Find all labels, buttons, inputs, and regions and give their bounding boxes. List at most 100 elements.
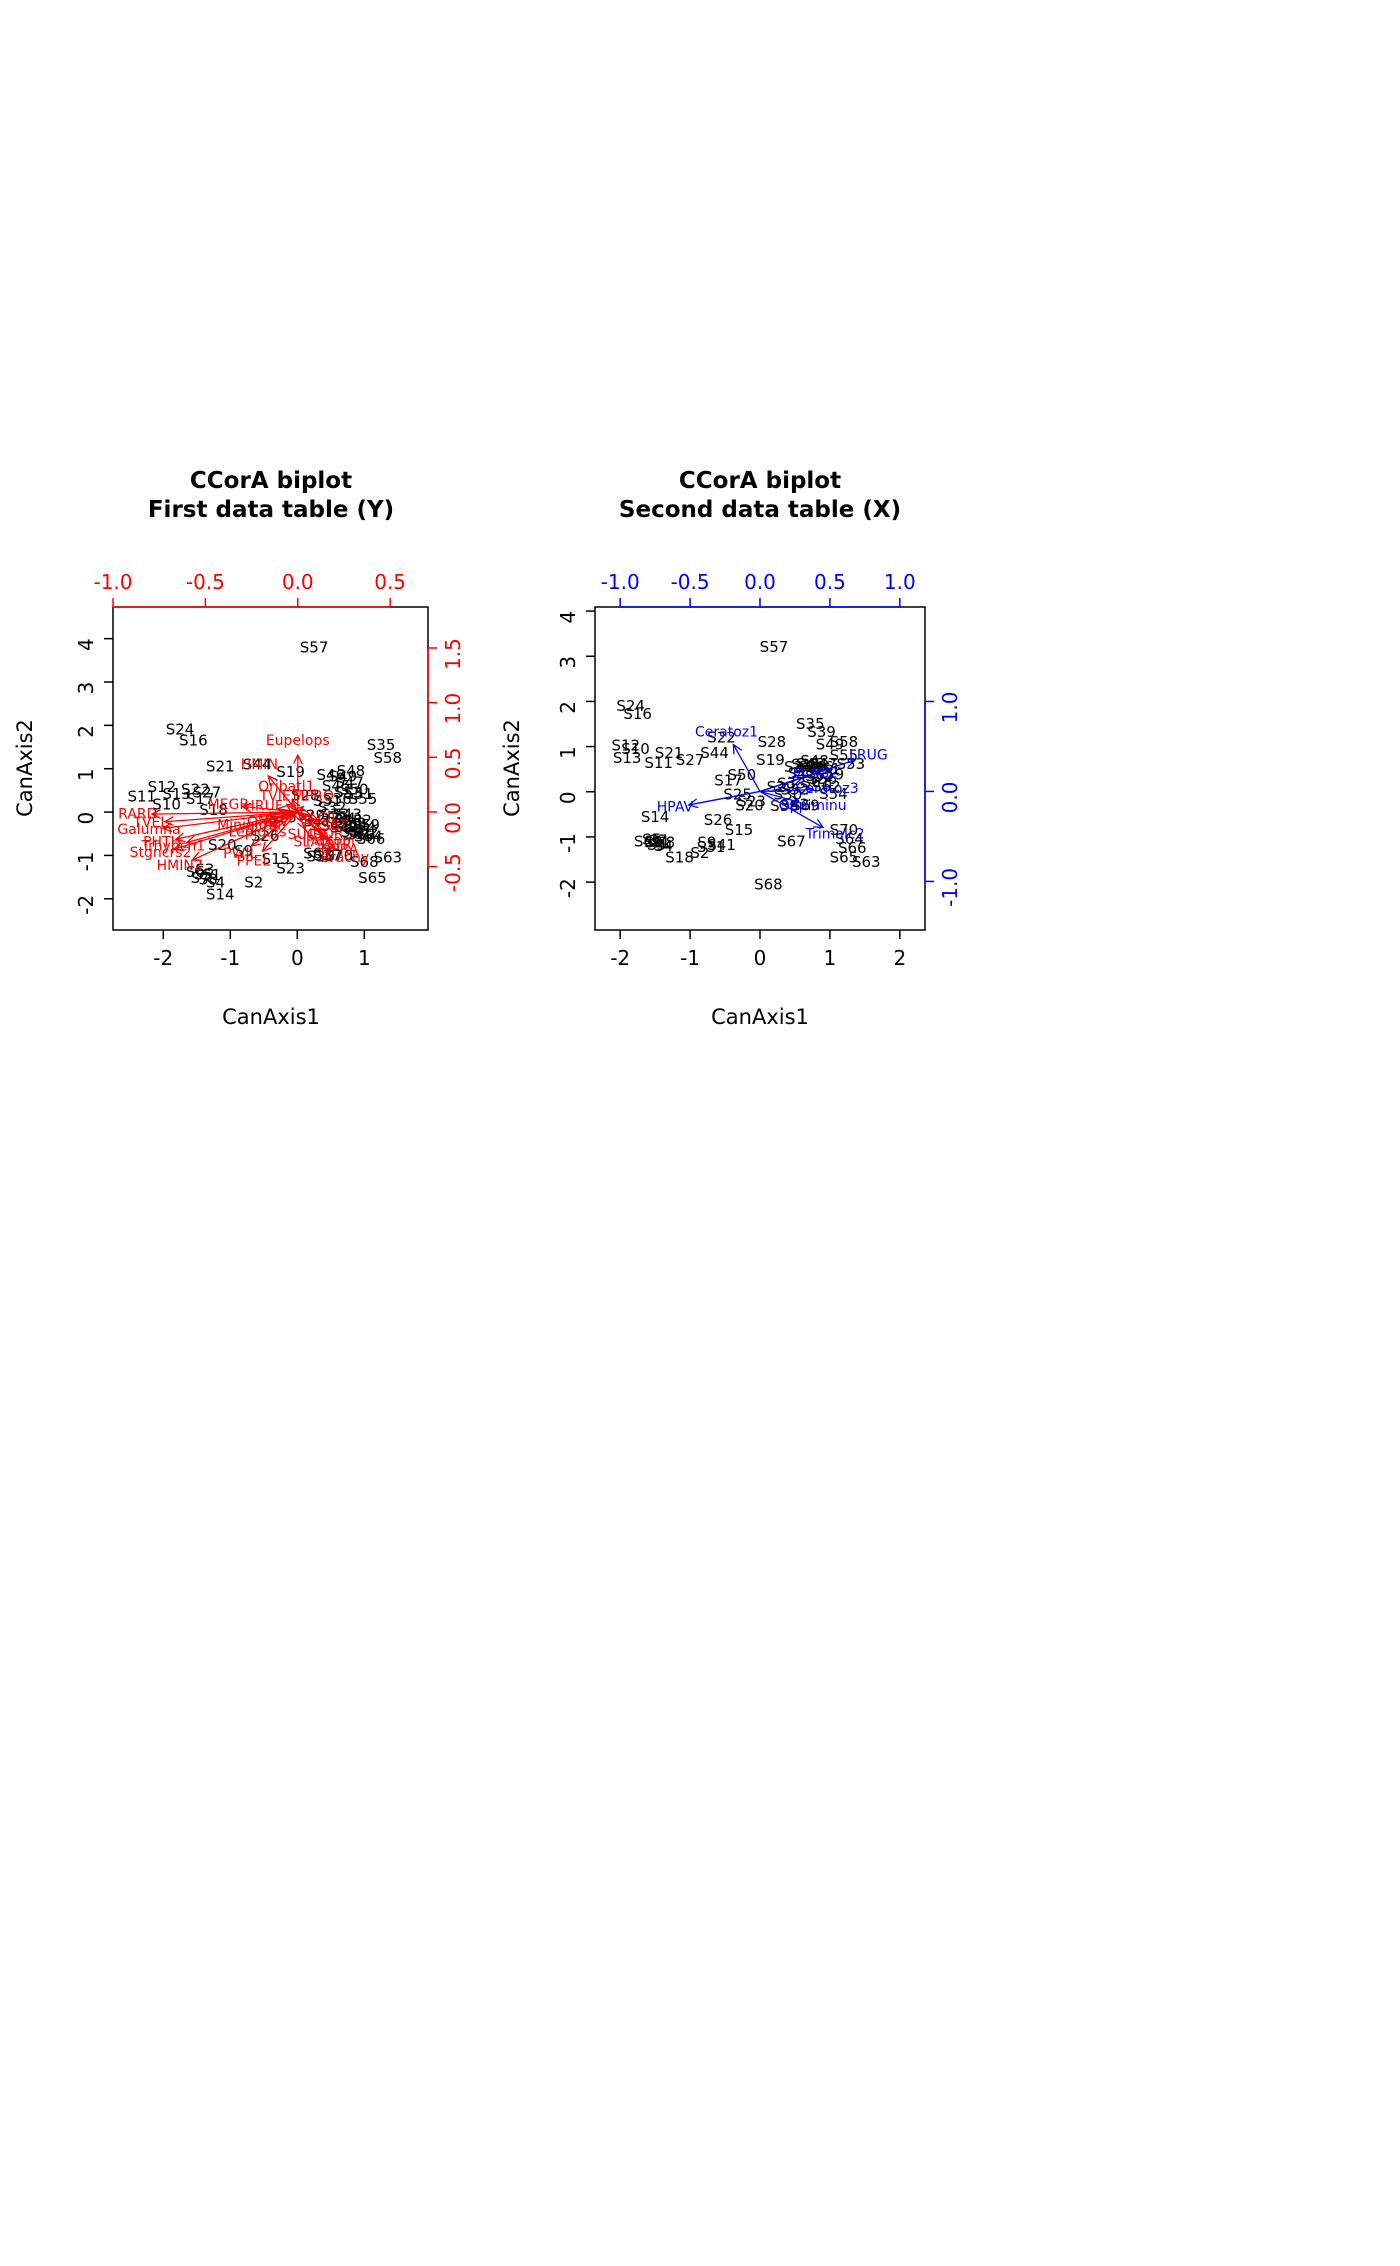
- arrow-PHTH: [176, 811, 298, 839]
- site-label-S46: S46: [805, 758, 834, 776]
- site-label-S49: S49: [816, 735, 845, 753]
- x-tick-label: 2: [893, 946, 906, 970]
- y-tick-label: -2: [74, 895, 98, 915]
- right-tick-label: 0.0: [938, 782, 962, 814]
- arrow-Oppiminu: [759, 790, 799, 802]
- site-label-S59: S59: [351, 816, 380, 834]
- panel2-title-line1: CCorA biplot: [678, 468, 842, 494]
- arrow-label-SSTR: SSTR: [316, 838, 352, 854]
- right-tick-label: 1.0: [938, 692, 962, 724]
- site-label-S67: S67: [303, 844, 332, 862]
- site-label-S41: S41: [707, 836, 736, 854]
- arrow-PLAG2: [759, 778, 802, 793]
- right-tick-label: 1.5: [441, 638, 465, 670]
- arrow-TVEL: [165, 811, 298, 822]
- right-tick-label: -0.5: [441, 853, 465, 892]
- y-tick-label: 2: [556, 701, 580, 714]
- x-tick-label: -1: [220, 946, 240, 970]
- site-label-S37: S37: [313, 846, 342, 864]
- site-label-S23: S23: [276, 859, 305, 877]
- site-label-S44: S44: [243, 755, 272, 773]
- y-tick-label: 1: [74, 768, 98, 781]
- site-label-S36: S36: [791, 756, 820, 774]
- arrow-label-MPRO: MPRO: [293, 789, 334, 805]
- arrow-label-Eupelops: Eupelops: [266, 733, 330, 749]
- site-label-S65: S65: [830, 848, 859, 866]
- site-label-S2: S2: [244, 873, 263, 891]
- arrow-Protopl: [297, 811, 320, 832]
- site-label-S48: S48: [337, 762, 366, 780]
- site-label-S56: S56: [809, 770, 838, 788]
- arrow-label-RARD: RARD: [118, 806, 157, 822]
- variable-arrows: EupelopsHMINMEGRRARDTVELGalumnaPHTHTrhyp…: [117, 733, 369, 874]
- arrow-HMIN2: [192, 811, 299, 860]
- arrow-label-Ceratoz3: Ceratoz3: [796, 781, 859, 797]
- site-label-S4: S4: [654, 837, 673, 855]
- x-tick-label: 1: [824, 946, 837, 970]
- arrow-HRUF: [277, 809, 298, 812]
- arrow-label-Miniglmn: Miniglmn: [217, 818, 281, 834]
- site-label-S63: S63: [373, 849, 402, 867]
- arrow-label-Ceratoz1: Ceratoz1: [695, 724, 758, 740]
- site-label-S21: S21: [655, 744, 684, 762]
- y-tick-label: 0: [556, 791, 580, 804]
- site-label-S16: S16: [623, 705, 652, 723]
- top-tick-label: 0.0: [282, 570, 314, 594]
- x-tick-label: -2: [153, 946, 173, 970]
- site-label-S69: S69: [334, 818, 363, 836]
- site-label-S15: S15: [725, 821, 754, 839]
- arrow-label-Brachy: Brachy: [320, 850, 369, 866]
- site-label-S1: S1: [651, 833, 670, 851]
- site-label-S11: S11: [128, 787, 157, 805]
- site-label-S9: S9: [697, 833, 716, 851]
- arrow-label-Oribatl1: Oribatl1: [258, 779, 314, 795]
- site-label-S22: S22: [181, 781, 210, 799]
- site-label-S54: S54: [819, 785, 848, 803]
- arrow-label-Stgncrs2: Stgncrs2: [130, 845, 192, 861]
- site-label-S67: S67: [777, 832, 806, 850]
- site-label-S62: S62: [350, 823, 379, 841]
- site-label-S45: S45: [322, 777, 351, 795]
- x-tick-label: -1: [680, 946, 700, 970]
- site-label-S3: S3: [195, 860, 214, 878]
- site-label-S36: S36: [323, 790, 352, 808]
- site-label-S65: S65: [358, 869, 387, 887]
- site-label-S70: S70: [325, 846, 354, 864]
- site-label-S61: S61: [343, 825, 372, 843]
- arrow-FSET: [297, 811, 318, 821]
- site-label-S63: S63: [852, 853, 881, 871]
- y-tick-label: -2: [556, 878, 580, 898]
- site-label-S14: S14: [206, 885, 235, 903]
- arrow-label-MEGR: MEGR: [208, 797, 250, 813]
- top-tick-label: 1.0: [884, 570, 916, 594]
- y-tick-label: -1: [74, 851, 98, 871]
- site-label-S48: S48: [800, 752, 829, 770]
- arrow-label-Lepidzts: Lepidzts: [229, 825, 287, 841]
- arrow-Lepidzts: [270, 811, 299, 826]
- site-label-S21: S21: [206, 758, 235, 776]
- site-label-S28: S28: [758, 733, 787, 751]
- site-label-S39: S39: [807, 723, 836, 741]
- site-label-S6: S6: [186, 863, 205, 881]
- top-tick-label: 0.0: [744, 570, 776, 594]
- arrow-label-TVEL: TVEL: [132, 815, 168, 831]
- site-label-S49: S49: [329, 768, 358, 786]
- site-label-S52: S52: [805, 767, 834, 785]
- site-label-S50: S50: [340, 781, 369, 799]
- site-label-S54: S54: [347, 819, 376, 837]
- site-label-S24: S24: [616, 697, 645, 715]
- site-label-S58: S58: [830, 733, 859, 751]
- arrow-label-Protopl: Protopl: [306, 833, 355, 849]
- site-label-S11: S11: [644, 754, 673, 772]
- site-label-S13: S13: [162, 785, 191, 803]
- site-label-S18: S18: [665, 848, 694, 866]
- top-tick-label: 0.5: [374, 570, 406, 594]
- arrow-label-FSET: FSET: [314, 818, 349, 834]
- site-label-S35: S35: [796, 715, 825, 733]
- site-label-S13: S13: [613, 749, 642, 767]
- site-label-S31: S31: [697, 838, 726, 856]
- arrow-label-Galumna: Galumna: [117, 822, 180, 838]
- site-label-S24: S24: [166, 721, 195, 739]
- right-tick-label: 1.0: [441, 693, 465, 725]
